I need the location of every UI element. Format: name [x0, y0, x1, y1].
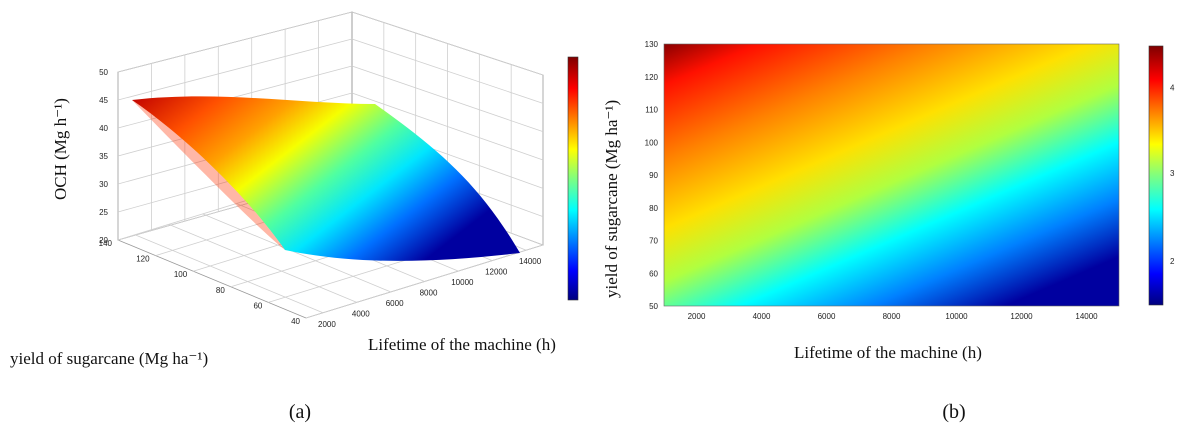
- z-gridline-left: [117, 11, 353, 73]
- heatmap-x-tick-labels: 2000 4000 6000 8000 10000 12000 14000: [688, 312, 1099, 321]
- heatmap-x-tick-label: 10000: [945, 312, 968, 321]
- heatmap-y-tick-label: 130: [645, 40, 659, 49]
- y-axis-title: yield of sugarcane (Mg ha⁻¹): [10, 349, 208, 368]
- z-tick-label: 25: [99, 208, 108, 217]
- heatmap-y-axis-title: yield of sugarcane (Mg ha⁻¹): [602, 100, 621, 298]
- heatmap-b: 50 60 70 80 90 100 110 120 130 2000 4000 6000 8000 1…: [602, 40, 1175, 423]
- floor-gridline-x: [202, 213, 391, 293]
- z-tick-label: 50: [99, 68, 108, 77]
- floor-gridline-x: [168, 223, 357, 303]
- z-tick-labels: 20 25 30 35 40 45 50: [99, 68, 108, 245]
- y-tick-label: 140: [99, 239, 113, 248]
- heatmap-y-tick-label: 120: [645, 73, 659, 82]
- heatmap-y-tick-label: 110: [645, 106, 658, 115]
- heatmap-y-tick-label: 90: [649, 171, 658, 180]
- x-tick-label: 10000: [451, 278, 474, 287]
- colorbar-b-tick-label: 4: [1170, 83, 1175, 92]
- heatmap-x-tick-label: 4000: [753, 312, 771, 321]
- colorbar-b-tick-labels: 2 3 4: [1170, 83, 1175, 266]
- z-tick-label: 35: [99, 152, 108, 161]
- x-tick-label: 2000: [318, 320, 336, 329]
- floor-gridline-x: [134, 234, 324, 314]
- z-tick-label: 40: [99, 124, 108, 133]
- heatmap-y-tick-label: 100: [645, 138, 659, 147]
- heatmap-y-tick-label: 60: [649, 269, 658, 278]
- heatmap-x-tick-label: 12000: [1010, 312, 1033, 321]
- heatmap-x-tick-label: 6000: [818, 312, 836, 321]
- x-tick-label: 8000: [420, 289, 438, 298]
- z-axis-title: OCH (Mg h⁻¹): [51, 98, 70, 200]
- heatmap-y-tick-label: 80: [649, 204, 658, 213]
- y-tick-label: 120: [136, 255, 150, 264]
- heatmap-x-tick-label: 14000: [1075, 312, 1098, 321]
- heatmap-y-tick-label: 70: [649, 237, 658, 246]
- y-tick-label: 40: [291, 317, 300, 326]
- z-gridline-left: [117, 38, 353, 101]
- x-tick-labels: 2000 4000 6000 8000 10000 12000 14000: [318, 257, 542, 329]
- och-surface: [132, 96, 520, 261]
- z-tick-label: 45: [99, 96, 108, 105]
- colorbar-b-tick-label: 2: [1170, 257, 1175, 266]
- z-tick-label: 30: [99, 180, 108, 189]
- heatmap-frame: [663, 43, 1120, 307]
- x-tick-label: 4000: [352, 309, 370, 318]
- panel-label-b: (b): [942, 401, 965, 423]
- heatmap-x-tick-label: 2000: [688, 312, 706, 321]
- heatmap-x-axis-title: Lifetime of the machine (h): [794, 343, 982, 362]
- x-tick-label: 12000: [485, 268, 508, 277]
- z-tick-label: 20: [99, 236, 108, 245]
- colorbar-b-tick-label: 3: [1170, 169, 1175, 178]
- x-axis-title: Lifetime of the machine (h): [368, 335, 556, 354]
- y-tick-label: 100: [174, 270, 188, 279]
- y-tick-labels: 40 60 80 100 120 140: [99, 239, 301, 326]
- surface-shading: [132, 100, 285, 250]
- heatmap-y-tick-label: 50: [649, 302, 658, 311]
- x-tick-label: 14000: [519, 257, 542, 266]
- colorbar-a: [567, 56, 579, 301]
- y-tick-label: 80: [216, 286, 225, 295]
- x-tick-label: 6000: [386, 299, 404, 308]
- panel-label-a: (a): [289, 401, 311, 423]
- colorbar-b: [1148, 45, 1164, 306]
- heatmap-field: [664, 44, 1119, 306]
- heatmap-y-tick-labels: 50 60 70 80 90 100 110 120 130: [645, 40, 659, 311]
- y-tick-label: 60: [253, 301, 262, 310]
- heatmap-x-tick-label: 8000: [883, 312, 901, 321]
- surface-plot-a: 20 25 30 35 40 45 50 40 60 80 100 120 140 2000 4000 6…: [10, 11, 579, 423]
